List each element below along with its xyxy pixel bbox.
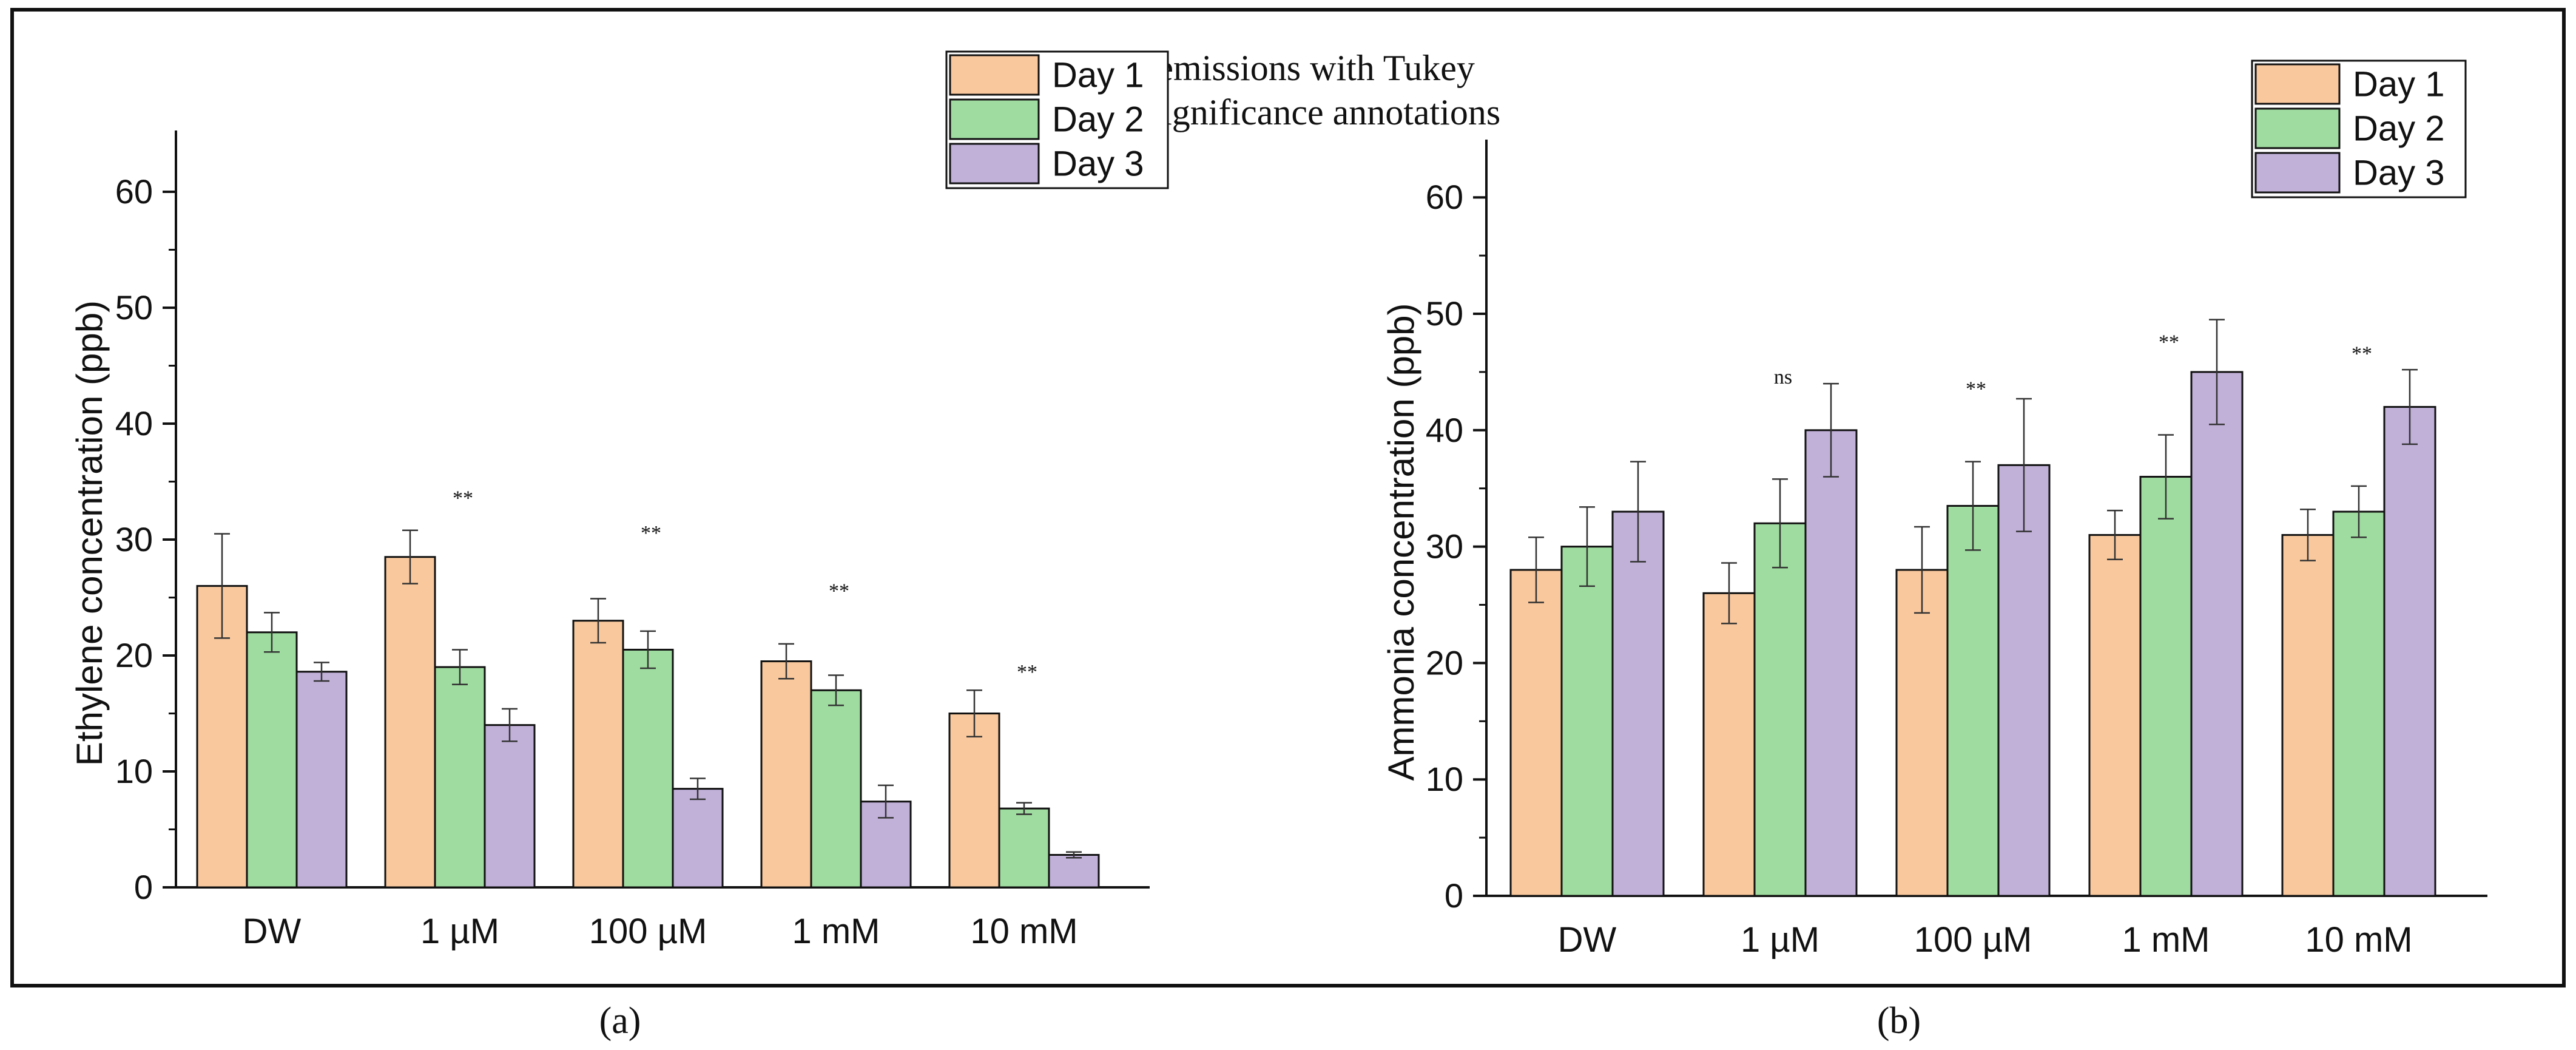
panel-b-category-label: 10 mM xyxy=(2305,920,2412,960)
panel-a-legend-swatch-2 xyxy=(949,98,1040,140)
panel-b-bar-day-1-3 xyxy=(2088,533,2142,897)
panel-a-bar-day-1-4 xyxy=(948,713,1000,889)
panel-b-bar-day-2-4 xyxy=(2332,510,2385,897)
panel-b-bar-day-3-1 xyxy=(1804,429,1858,897)
panel-a-legend-label-2: Day 2 xyxy=(1052,100,1144,140)
panel-b-category-label: 1 µM xyxy=(1741,920,1819,960)
panel-b-chart: 0 10 20 30 40 50 60 Ammonia concentration (ppb)… xyxy=(1381,59,2487,960)
panel-a-bar-day-2-2 xyxy=(622,648,674,889)
panel-b-bar-day-1-2 xyxy=(1895,569,1949,897)
panel-a-category-label: 1 µM xyxy=(420,912,499,951)
panel-b-bar-day-1-1 xyxy=(1702,592,1756,897)
panel-b-y-tick-label: 30 xyxy=(1426,527,1463,566)
panel-a-bar-day-2-4 xyxy=(998,807,1050,889)
panel-a-significance-annotation: ** xyxy=(1017,661,1037,683)
panel-a-bar-day-1-3 xyxy=(760,660,812,889)
panel-a-bar-day-1-2 xyxy=(572,620,624,889)
panel-a-category-label: 1 mM xyxy=(792,912,880,951)
panel-a-bar-day-2-0 xyxy=(246,631,298,889)
panel-b-y-tick-label: 40 xyxy=(1426,411,1463,449)
panel-b-legend-label-3: Day 3 xyxy=(2353,154,2445,193)
panel-b-category-label: 100 µM xyxy=(1914,920,2032,960)
panel-a-y-tick-label: 30 xyxy=(115,520,153,558)
panel-a-legend-label-1: Day 1 xyxy=(1052,56,1144,95)
panel-a-significance-annotation: ** xyxy=(829,580,849,603)
panel-b-y-tick-label: 0 xyxy=(1445,876,1463,915)
panel-b-significance-annotation: ** xyxy=(2352,343,2372,365)
panel-a-y-tick-label: 60 xyxy=(115,172,153,211)
panel-a-legend-label-3: Day 3 xyxy=(1052,144,1144,184)
panel-b-bar-day-1-4 xyxy=(2281,533,2335,897)
panel-b-y-tick-label: 20 xyxy=(1426,643,1463,682)
panel-a-y-tick-label: 20 xyxy=(115,636,153,674)
panel-a-category-label: 10 mM xyxy=(970,912,1077,951)
panel-b-bar-day-3-2 xyxy=(1997,464,2051,897)
panel-a-bar-day-3-1 xyxy=(484,724,536,889)
panel-a-significance-annotation: ** xyxy=(641,522,661,544)
panel-b-bar-day-2-0 xyxy=(1560,546,1614,897)
panel-b-significance-annotation: ** xyxy=(2159,331,2179,354)
panel-a-category-label: DW xyxy=(243,912,302,951)
panel-a-chart: 0 10 20 30 40 50 60 Ethylene concentration (ppb… xyxy=(69,50,1169,951)
panel-a-y-axis-title: Ethylene concentration (ppb) xyxy=(69,300,110,766)
panel-b-category-label: 1 mM xyxy=(2122,920,2210,960)
panel-a-y-tick-label: 40 xyxy=(115,404,153,442)
panel-a-y-tick-label: 10 xyxy=(115,752,153,790)
panel-b-legend-swatch-1 xyxy=(2254,63,2341,105)
panel-a-legend-swatch-1 xyxy=(949,54,1040,96)
panel-b-bar-day-3-3 xyxy=(2190,371,2244,897)
panel-b-significance-annotation: ** xyxy=(1966,378,1986,400)
panel-b-legend-label-2: Day 2 xyxy=(2353,109,2445,149)
panel-a-category-label: 100 µM xyxy=(589,912,707,951)
panel-b-y-tick-label: 60 xyxy=(1426,178,1463,216)
panel-b-bar-day-2-1 xyxy=(1753,522,1807,897)
panel-b-bar-day-3-0 xyxy=(1611,510,1665,897)
panel-b-y-tick-label: 50 xyxy=(1426,294,1463,333)
panel-b-bar-day-1-0 xyxy=(1509,569,1563,897)
panel-label-b: (b) xyxy=(1877,1000,1921,1042)
panel-a-bar-day-1-1 xyxy=(384,556,436,889)
panel-a-bar-day-2-1 xyxy=(434,666,486,889)
panel-b-legend-swatch-2 xyxy=(2254,107,2341,149)
panel-a-legend-swatch-3 xyxy=(949,143,1040,185)
panel-b-category-label: DW xyxy=(1558,920,1617,960)
panel-b-y-axis-title: Ammonia concentration (ppb) xyxy=(1381,303,1421,781)
panel-b-significance-annotation: ns xyxy=(1774,366,1792,388)
panel-a-bar-day-3-2 xyxy=(672,788,724,889)
panel-b-legend-label-1: Day 1 xyxy=(2353,65,2445,104)
panel-a-y-tick-label: 50 xyxy=(115,288,153,327)
panel-a-bar-day-3-0 xyxy=(295,671,348,889)
panel-a-significance-annotation: ** xyxy=(453,487,473,510)
panel-label-a: (a) xyxy=(599,1000,641,1042)
panel-b-y-tick-label: 10 xyxy=(1426,760,1463,798)
panel-b-legend-swatch-3 xyxy=(2254,152,2341,194)
panel-b-bar-day-2-2 xyxy=(1946,504,2000,897)
panel-a-bar-day-2-3 xyxy=(810,689,862,889)
panel-b-bar-day-3-4 xyxy=(2383,405,2436,897)
panel-b-bar-day-2-3 xyxy=(2139,476,2193,897)
panel-a-y-tick-label: 0 xyxy=(134,868,153,906)
panel-a-bar-day-3-4 xyxy=(1048,854,1100,889)
